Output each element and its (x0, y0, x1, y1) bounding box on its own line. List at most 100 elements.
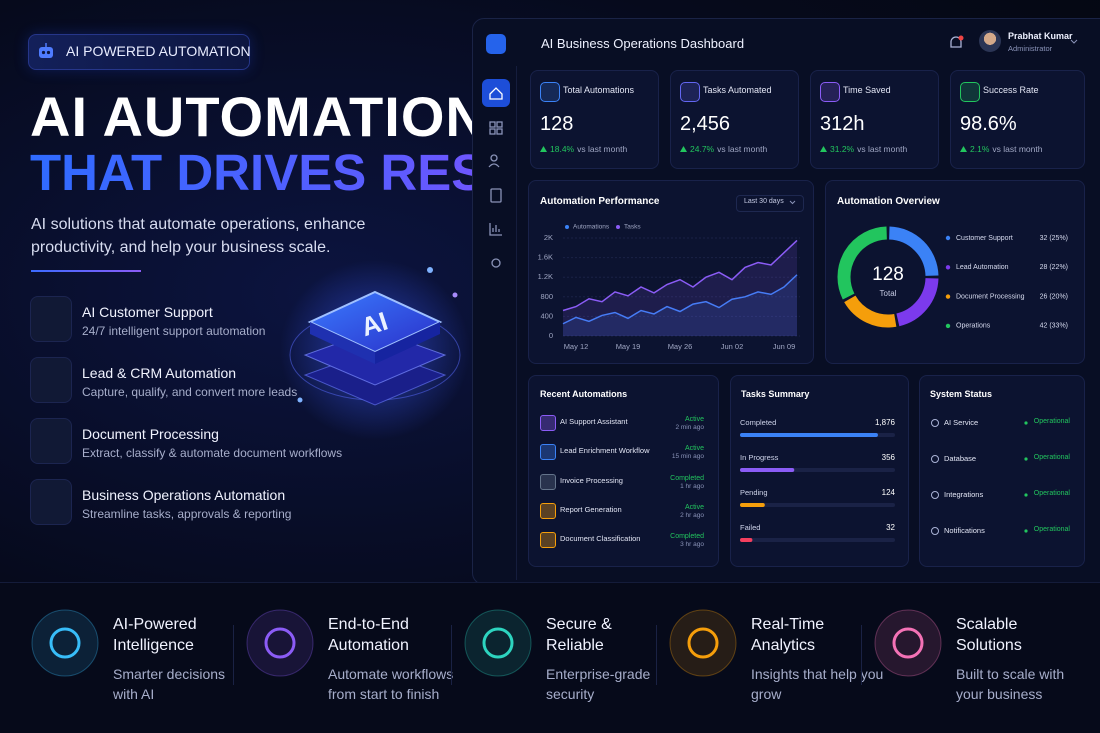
performance-title: Automation Performance (540, 196, 660, 207)
recent-icon (540, 444, 556, 461)
notification-bell[interactable] (946, 33, 966, 53)
system-status: Operational (1033, 418, 1070, 425)
benefit-title: Secure & Reliable (546, 616, 612, 654)
benefit-title: AI-Powered Intelligence (113, 616, 197, 654)
task-label: Pending (740, 488, 768, 497)
stat-label: Total Automations (563, 85, 635, 95)
system-card (919, 375, 1085, 567)
recent-icon (540, 532, 556, 549)
benefit-desc: Enterprise-grade security (546, 666, 651, 702)
recent-time: 2 hr ago (680, 511, 704, 519)
stat-card (810, 70, 939, 169)
tasks-title: Tasks Summary (741, 389, 810, 399)
range-select[interactable] (736, 195, 804, 212)
recent-name: AI Support Assistant (560, 417, 628, 426)
stat-note: vs last month (577, 144, 628, 154)
system-name: Integrations (944, 490, 984, 499)
task-value: 32 (886, 523, 895, 532)
stat-change: 31.2% (830, 144, 855, 154)
stat-note: vs last month (992, 144, 1043, 154)
stat-card (950, 70, 1085, 169)
stat-icon (540, 82, 560, 102)
stat-change-row: 24.7% vs last month (680, 144, 767, 154)
stat-change: 24.7% (690, 144, 715, 154)
stat-label: Time Saved (843, 85, 891, 95)
stat-value: 312h (820, 113, 865, 135)
feature-desc: Capture, qualify, and convert more leads (82, 385, 298, 399)
change-arrow (540, 146, 547, 152)
feature-title: Lead & CRM Automation (82, 365, 237, 381)
stat-note: vs last month (857, 144, 908, 154)
ai-chip: AI (280, 260, 470, 440)
badge-text: AI POWERED AUTOMATION (66, 43, 251, 59)
stat-change-row: 2.1% vs last month (960, 144, 1042, 154)
stat-change-row: 18.4% vs last month (540, 144, 627, 154)
task-value: 1,876 (874, 418, 895, 427)
overview-title: Automation Overview (837, 196, 940, 207)
feature-title: Business Operations Automation (82, 487, 286, 503)
sidebar (476, 66, 517, 580)
benefit-title: Scalable Solutions (956, 616, 1022, 654)
recent-name: Document Classification (560, 534, 641, 544)
benefit-title: Real-Time Analytics (751, 616, 825, 654)
benefit-divider (656, 625, 657, 685)
task-label: Failed (740, 523, 761, 532)
benefit-desc: Insights that help you grow (751, 666, 884, 702)
system-status: Operational (1033, 490, 1070, 497)
stat-card (670, 70, 799, 169)
benefit-divider (861, 625, 862, 685)
recent-name: Lead Enrichment Workflow (560, 446, 650, 456)
feature-desc: Streamline tasks, approvals & reporting (82, 507, 292, 521)
recent-card (528, 375, 719, 567)
logo[interactable] (486, 34, 506, 54)
feature-icon (30, 296, 72, 342)
user-menu[interactable] (1069, 38, 1079, 46)
benefit-desc: Automate workflows from start to finish (328, 666, 454, 702)
stat-card (530, 70, 659, 169)
task-label: In Progress (740, 453, 779, 462)
range-label: Last 30 days (744, 198, 784, 205)
stat-note: vs last month (717, 144, 768, 154)
recent-status: Completed (670, 474, 704, 482)
feature-title: AI Customer Support (82, 304, 213, 320)
system-name: AI Service (944, 418, 979, 427)
recent-status: Active (684, 416, 704, 423)
hero-title: AI AUTOMATION (30, 85, 487, 148)
feature-desc: 24/7 intelligent support automation (82, 324, 266, 338)
stat-icon (680, 82, 700, 102)
stat-icon (960, 82, 980, 102)
sidebar-icons (488, 87, 503, 268)
tasks-card (730, 375, 909, 567)
stat-label: Success Rate (983, 85, 1039, 95)
user-name: Prabhat Kumar (1008, 31, 1073, 41)
divider (31, 270, 141, 272)
recent-status: Active (684, 503, 704, 511)
recent-name: Invoice Processing (560, 475, 623, 485)
badge (28, 34, 250, 70)
recent-time: 3 hr ago (680, 541, 704, 549)
feature-icon (30, 479, 72, 525)
recent-icon (540, 473, 556, 490)
dashboard-title: AI Business Operations Dashboard (541, 36, 745, 51)
stat-change: 2.1% (970, 144, 990, 154)
hero-subtitle: AI solutions that automate operations, e… (31, 216, 366, 256)
feature-title: Document Processing (82, 426, 219, 442)
change-arrow (680, 146, 687, 152)
feature-icon (30, 357, 72, 403)
feature-icon (30, 418, 72, 464)
system-status: Operational (1033, 526, 1070, 533)
recent-time: 2 min ago (675, 424, 704, 431)
nav-home[interactable] (482, 79, 510, 107)
stat-value: 128 (540, 113, 574, 135)
stat-value: 98.6% (960, 113, 1017, 135)
recent-icon (540, 502, 556, 519)
recent-status: Completed (670, 533, 704, 541)
benefit-title: End-to-End Automation (328, 616, 409, 654)
benefit-desc: Built to scale with your business (956, 666, 1065, 702)
overview-card (825, 180, 1085, 364)
stat-change: 18.4% (550, 144, 575, 154)
change-arrow (820, 146, 827, 152)
avatar[interactable] (979, 30, 1001, 52)
benefit-divider (451, 625, 452, 685)
